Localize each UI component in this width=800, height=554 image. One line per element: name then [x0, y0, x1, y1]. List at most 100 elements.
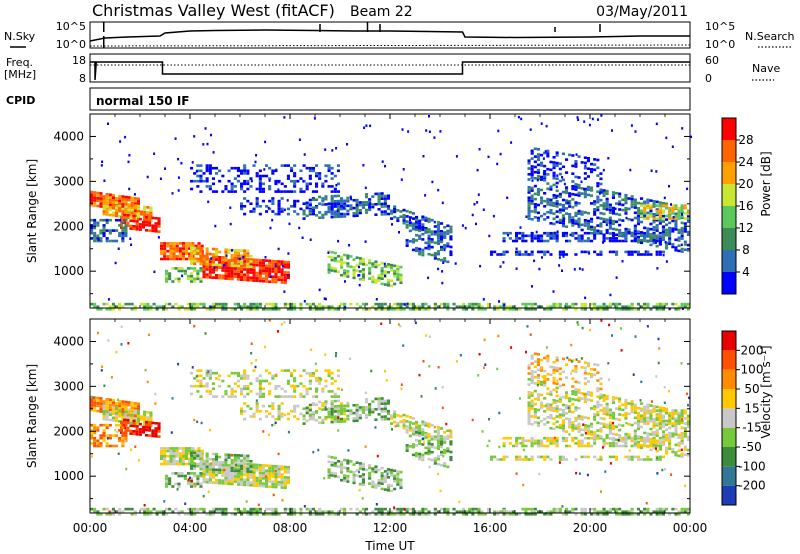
echo-cell	[293, 415, 297, 418]
echo-cell	[439, 130, 442, 133]
echo-cell	[661, 212, 665, 215]
echo-cell	[661, 250, 665, 254]
echo-cell	[346, 459, 350, 462]
echo-cell	[442, 261, 445, 264]
echo-cell	[93, 401, 97, 404]
echo-cell	[311, 417, 315, 421]
echo-cell	[171, 192, 174, 195]
echo-cell	[586, 444, 590, 448]
echo-cell	[605, 410, 609, 414]
echo-cell	[148, 229, 152, 232]
echo-cell	[590, 302, 594, 306]
echo-cell	[130, 201, 134, 205]
echo-cell	[240, 262, 244, 265]
echo-cell	[96, 194, 100, 197]
echo-cell	[521, 302, 525, 306]
echo-cell	[183, 269, 187, 273]
echo-cell	[93, 429, 97, 432]
echo-cell	[199, 280, 203, 283]
echo-cell	[277, 412, 281, 416]
echo-cell	[330, 413, 334, 416]
echo-cell	[596, 421, 600, 425]
echo-cell	[196, 269, 200, 273]
echo-cell	[574, 214, 578, 217]
echo-cell	[533, 402, 537, 406]
echo-cell	[208, 270, 212, 274]
echo-cell	[586, 429, 590, 433]
echo-cell	[390, 212, 394, 215]
echo-cell	[583, 416, 587, 419]
echo-cell	[327, 390, 331, 393]
echo-cell	[580, 234, 584, 238]
echo-cell	[286, 207, 290, 211]
echo-cell	[371, 485, 375, 489]
echo-cell	[561, 176, 564, 179]
echo-cell	[299, 382, 303, 385]
echo-cell	[193, 474, 197, 478]
echo-cell	[252, 274, 256, 277]
echo-cell	[446, 229, 450, 233]
echo-cell	[299, 190, 303, 193]
echo-cell	[624, 201, 628, 205]
echo-cell	[508, 442, 512, 445]
freq-label-2: [MHz]	[4, 68, 36, 81]
echo-cell	[215, 302, 219, 306]
echo-cell	[596, 190, 600, 193]
echo-cell	[293, 185, 297, 188]
echo-cell	[665, 409, 669, 412]
echo-cell	[265, 267, 269, 270]
echo-cell	[543, 175, 547, 178]
echo-cell	[630, 253, 634, 256]
echo-cell	[658, 419, 662, 423]
echo-cell	[90, 423, 94, 427]
echo-cell	[93, 234, 97, 238]
echo-cell	[649, 204, 653, 207]
echo-cell	[115, 402, 119, 405]
echo-cell	[396, 267, 400, 271]
echo-cell	[652, 431, 656, 434]
echo-cell	[430, 423, 434, 427]
echo-cell	[627, 197, 631, 200]
echo-cell	[190, 456, 194, 460]
echo-cell	[261, 469, 265, 472]
echo-cell	[549, 188, 553, 191]
echo-cell	[163, 257, 167, 261]
echo-cell	[649, 427, 653, 431]
echo-cell	[602, 394, 606, 397]
echo-cell	[536, 393, 540, 396]
echo-cell	[258, 269, 262, 272]
echo-cell	[199, 260, 203, 263]
echo-cell	[327, 407, 331, 410]
echo-cell	[493, 308, 497, 311]
echo-cell	[430, 232, 434, 236]
echo-cell	[280, 281, 284, 284]
echo-cell	[230, 187, 234, 191]
echo-cell	[283, 390, 287, 393]
echo-cell	[355, 302, 359, 306]
echo-cell	[165, 302, 169, 306]
echo-cell	[418, 439, 422, 443]
echo-cell	[205, 273, 209, 276]
echo-cell	[583, 444, 587, 448]
echo-cell	[99, 399, 103, 403]
echo-cell	[343, 474, 347, 477]
echo-cell	[243, 481, 247, 484]
echo-cell	[205, 308, 209, 311]
echo-cell	[511, 444, 515, 448]
echo-cell	[583, 231, 587, 235]
echo-cell	[199, 462, 203, 466]
echo-cell	[240, 467, 244, 470]
echo-cell	[180, 305, 184, 308]
echo-cell	[252, 276, 256, 280]
echo-cell	[355, 469, 359, 472]
echo-cell	[246, 258, 250, 261]
echo-cell	[593, 210, 597, 214]
echo-cell	[683, 305, 687, 308]
echo-cell	[561, 308, 565, 311]
echo-cell	[205, 369, 209, 372]
echo-cell	[280, 369, 284, 372]
echo-cell	[399, 420, 403, 423]
echo-cell	[136, 200, 140, 203]
echo-cell	[674, 214, 678, 218]
echo-cell	[202, 470, 206, 473]
